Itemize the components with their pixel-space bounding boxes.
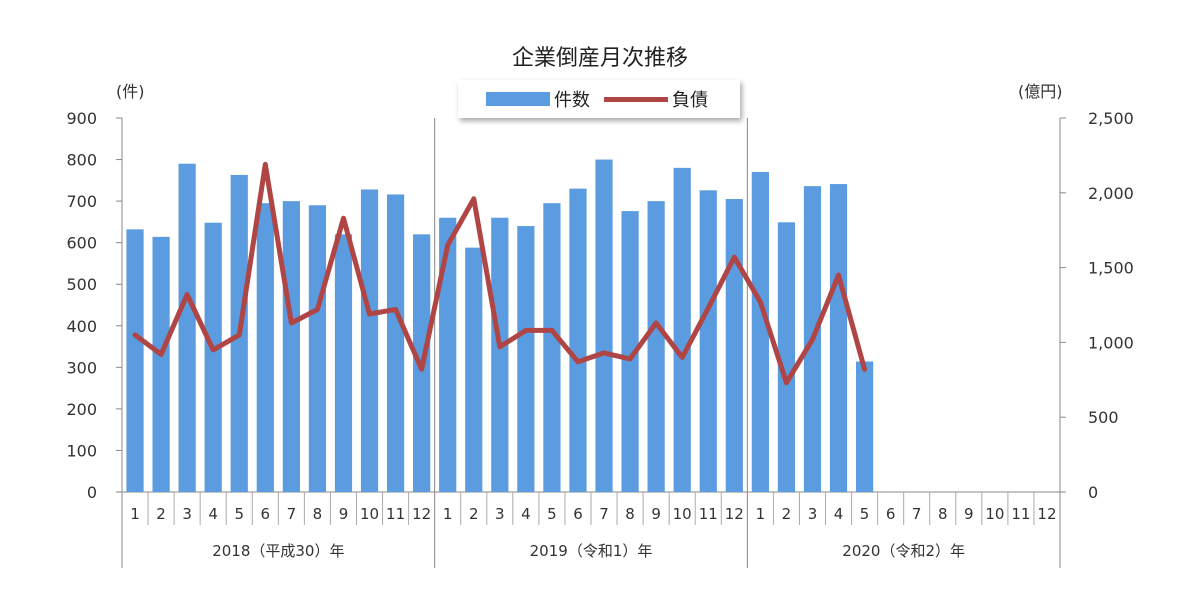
month-label: 2	[156, 505, 166, 523]
right-axis-unit: (億円)	[1018, 82, 1063, 101]
left-tick-label: 600	[66, 234, 97, 253]
month-label: 9	[339, 505, 349, 523]
month-label: 9	[651, 505, 661, 523]
bar-count	[829, 184, 848, 492]
month-label: 2	[782, 505, 792, 523]
month-label: 1	[443, 505, 453, 523]
bar-count	[178, 163, 196, 492]
left-tick-label: 700	[66, 192, 97, 211]
left-tick-label: 200	[66, 400, 97, 419]
month-label: 8	[938, 505, 948, 523]
year-label: 2019（令和1）年	[530, 542, 653, 560]
bar-count	[308, 205, 327, 492]
left-tick-label: 900	[66, 109, 97, 128]
bar-count	[621, 211, 639, 492]
month-label: 9	[964, 505, 974, 523]
month-label: 4	[834, 505, 844, 523]
month-label: 5	[234, 505, 244, 523]
left-tick-label: 500	[66, 275, 97, 294]
bar-count	[256, 203, 274, 492]
month-label: 1	[130, 505, 140, 523]
right-tick-label: 1,000	[1088, 333, 1134, 352]
month-label: 6	[886, 505, 896, 523]
month-label: 3	[808, 505, 818, 523]
left-tick-label: 300	[66, 358, 97, 377]
bar-count	[491, 217, 509, 492]
bar-count	[334, 234, 353, 492]
month-label: 12	[1037, 505, 1056, 523]
left-tick-label: 100	[66, 441, 97, 460]
left-tick-label: 800	[66, 151, 97, 170]
month-label: 3	[182, 505, 192, 523]
legend-label-debt: 負債	[672, 90, 708, 111]
bar-count	[777, 222, 796, 492]
bar-count	[360, 189, 379, 492]
bar-count	[282, 201, 300, 492]
month-label: 7	[912, 505, 922, 523]
legend-item-debt: 負債	[604, 86, 708, 112]
legend: 件数 負債	[458, 80, 740, 118]
bar-count	[673, 167, 691, 492]
year-label: 2020（令和2）年	[842, 542, 965, 560]
month-label: 4	[208, 505, 218, 523]
left-axis-unit: (件)	[116, 82, 145, 101]
right-tick-label: 2,500	[1088, 109, 1134, 128]
bar-count	[439, 217, 457, 492]
month-label: 6	[261, 505, 271, 523]
series-line-debt	[132, 161, 868, 386]
legend-item-count: 件数	[486, 86, 590, 112]
bar-count	[647, 201, 665, 492]
month-label: 10	[985, 505, 1004, 523]
left-tick-label: 0	[87, 483, 97, 502]
legend-line-swatch	[604, 96, 668, 102]
bar-count	[751, 172, 769, 492]
month-label: 12	[412, 505, 431, 523]
bar-count	[465, 247, 483, 492]
right-tick-label: 1,500	[1088, 259, 1134, 278]
bar-count	[595, 159, 613, 493]
month-label: 3	[495, 505, 505, 523]
month-label: 10	[360, 505, 379, 523]
right-tick-label: 500	[1088, 408, 1119, 427]
bar-count	[517, 226, 535, 493]
month-label: 6	[573, 505, 583, 523]
legend-bar-swatch	[486, 92, 550, 106]
month-label: 2	[469, 505, 479, 523]
left-tick-label: 400	[66, 317, 97, 336]
month-label: 5	[860, 505, 870, 523]
year-label: 2018（平成30）年	[212, 542, 344, 560]
bar-count	[204, 222, 222, 492]
month-label: 10	[673, 505, 692, 523]
bar-count	[543, 203, 561, 492]
bar-count	[725, 199, 743, 493]
month-label: 11	[386, 505, 405, 523]
bar-count	[386, 194, 405, 492]
legend-label-count: 件数	[554, 90, 590, 111]
month-label: 11	[699, 505, 718, 523]
bar-count	[855, 361, 874, 492]
bar-count	[152, 236, 170, 492]
month-label: 8	[313, 505, 323, 523]
right-tick-label: 2,000	[1088, 184, 1134, 203]
month-label: 12	[725, 505, 744, 523]
chart-title: 企業倒産月次推移	[511, 46, 688, 71]
month-label: 4	[521, 505, 531, 523]
month-label: 7	[287, 505, 297, 523]
month-label: 7	[599, 505, 609, 523]
bar-count	[569, 188, 587, 492]
month-label: 11	[1011, 505, 1030, 523]
month-label: 1	[756, 505, 766, 523]
bar-count	[126, 229, 144, 492]
right-tick-label: 0	[1088, 483, 1098, 502]
month-label: 8	[625, 505, 635, 523]
bar-count	[699, 190, 717, 492]
month-label: 5	[547, 505, 557, 523]
